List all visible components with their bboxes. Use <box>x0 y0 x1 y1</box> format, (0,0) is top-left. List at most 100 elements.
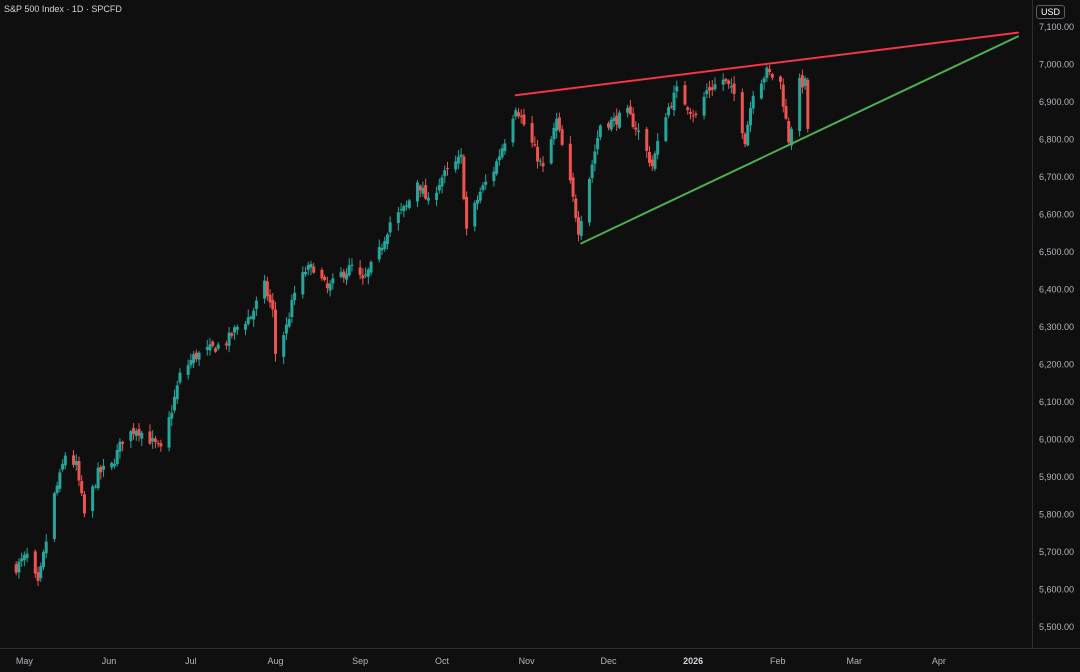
candle-body <box>52 493 56 540</box>
candle <box>495 158 499 176</box>
candle <box>519 109 523 124</box>
candle-body <box>779 76 783 82</box>
candle <box>91 484 95 518</box>
resistance-trendline[interactable] <box>514 31 1019 97</box>
candle-body <box>462 156 466 200</box>
candle-body <box>115 449 119 465</box>
chart-title: S&P 500 Index · 1D · SPCFD <box>4 4 122 14</box>
candle-body <box>552 127 556 140</box>
candle <box>440 174 444 194</box>
candle <box>541 156 545 173</box>
price-tick-label: 7,100.00 <box>1039 22 1074 32</box>
candle <box>99 464 103 480</box>
candle <box>52 491 56 542</box>
price-tick-label: 5,500.00 <box>1039 622 1074 632</box>
price-axis[interactable]: 7,100.00 7,000.00 6,900.00 6,800.00 6,700.00… <box>1032 0 1080 648</box>
candle-body <box>645 129 649 151</box>
candle-body <box>293 292 297 301</box>
candle-body <box>514 110 518 117</box>
candle <box>686 105 690 115</box>
candle <box>798 73 802 137</box>
candle <box>530 115 534 148</box>
candle <box>287 312 291 329</box>
time-tick-label: Oct <box>435 656 450 666</box>
candle <box>743 132 747 148</box>
candle <box>789 126 793 151</box>
candle-body <box>366 269 370 277</box>
candle <box>536 139 540 169</box>
candle-body <box>637 130 641 133</box>
candle <box>571 172 575 203</box>
candle <box>178 368 182 385</box>
candle <box>175 380 179 405</box>
candle <box>781 78 785 113</box>
candle-body <box>274 309 278 354</box>
candle-body <box>383 241 387 250</box>
candlestick-plot[interactable] <box>0 0 1032 648</box>
candle-body <box>153 438 157 443</box>
candle-body <box>282 335 286 357</box>
price-tick-label: 5,800.00 <box>1039 510 1074 520</box>
candle <box>148 424 152 446</box>
candle-body <box>538 160 542 162</box>
candle-body <box>691 115 695 117</box>
candle <box>194 349 198 362</box>
candle <box>732 76 736 102</box>
candle <box>227 327 231 353</box>
candle-body <box>380 247 384 251</box>
candle-body <box>549 139 553 164</box>
candle <box>402 204 406 218</box>
chart-area[interactable] <box>0 0 1032 648</box>
candle-body <box>192 354 196 364</box>
candle <box>61 459 65 472</box>
price-tick-label: 6,400.00 <box>1039 285 1074 295</box>
support-trendline[interactable] <box>580 35 1019 245</box>
candle-body <box>405 205 409 207</box>
candle <box>713 77 717 92</box>
candle <box>230 331 234 339</box>
candle-body <box>211 341 215 346</box>
candle <box>522 108 526 127</box>
candle <box>58 468 62 493</box>
candle <box>377 239 381 263</box>
candle <box>80 475 84 497</box>
price-tick-label: 6,600.00 <box>1039 210 1074 220</box>
time-axis[interactable]: May Jun Jul Aug Sep Oct Nov Dec 2026 Feb Mar Apr <box>0 648 1080 672</box>
candle-body <box>44 541 48 554</box>
candle-body <box>233 327 237 333</box>
price-tick-label: 6,000.00 <box>1039 435 1074 445</box>
candle <box>77 456 81 487</box>
candle <box>284 317 288 340</box>
candle <box>705 83 709 99</box>
candle-body <box>96 467 100 489</box>
candle <box>549 136 553 165</box>
candle-body <box>99 467 103 473</box>
candle-body <box>612 117 616 121</box>
candle-body <box>454 161 458 170</box>
candle-body <box>254 300 258 309</box>
candle <box>516 108 520 119</box>
candle <box>331 273 335 290</box>
candle-body <box>358 267 362 275</box>
candle <box>358 260 362 280</box>
candle-body <box>309 264 313 268</box>
candle-body <box>399 208 403 210</box>
candle <box>500 144 504 160</box>
candle <box>44 534 48 559</box>
candle-body <box>609 119 613 130</box>
currency-button[interactable]: USD <box>1036 5 1066 19</box>
candle <box>211 340 215 348</box>
candle <box>173 389 177 413</box>
candle <box>465 191 469 236</box>
candle <box>800 69 804 94</box>
candle <box>708 80 712 98</box>
candle <box>41 549 45 571</box>
candle <box>727 79 731 89</box>
candle <box>213 346 217 353</box>
candle-body <box>304 271 308 275</box>
candle-body <box>495 161 499 174</box>
candle-body <box>424 185 428 199</box>
candle-body <box>263 280 267 299</box>
candle <box>683 80 687 106</box>
candle-body <box>484 181 488 185</box>
